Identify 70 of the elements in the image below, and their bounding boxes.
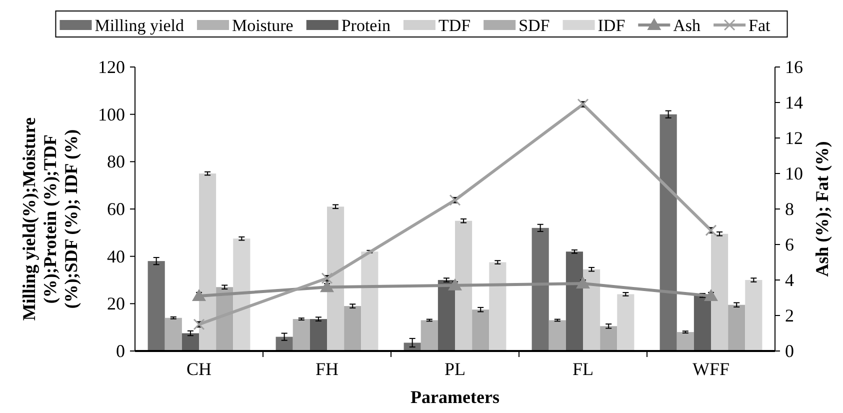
y-axis-title: Milling yield(%);Moisture (%);Protein (%);TDF (%);SDF (%); IDF (%) xyxy=(19,117,81,321)
bar xyxy=(566,252,583,351)
bar xyxy=(148,261,165,351)
point xyxy=(448,278,462,290)
bar xyxy=(617,294,634,351)
bar xyxy=(489,262,506,351)
y-tick-label: 60 xyxy=(107,199,125,219)
legend-label: TDF xyxy=(438,16,471,35)
bar xyxy=(600,326,618,351)
bar xyxy=(548,320,566,351)
legend-label: Milling yield xyxy=(94,16,184,35)
bar xyxy=(438,280,455,351)
y-tick-label: 20 xyxy=(107,294,125,314)
bar xyxy=(455,220,472,351)
bar xyxy=(233,238,250,351)
bar xyxy=(344,306,362,351)
y2-tick-label: 2 xyxy=(785,306,794,326)
bar xyxy=(676,332,694,351)
x-axis-title: Parameters xyxy=(410,387,500,407)
legend-label: IDF xyxy=(598,16,626,35)
x-tick-label: FL xyxy=(572,359,594,379)
bar xyxy=(711,234,728,351)
y-tick-label: 40 xyxy=(107,246,125,266)
y2-tick-label: 12 xyxy=(785,128,803,148)
legend-label: Moisture xyxy=(232,16,294,35)
x-tick-label: FH xyxy=(315,359,339,379)
y2-tick-label: 10 xyxy=(785,164,803,184)
y2-tick-label: 0 xyxy=(785,341,794,361)
y-tick-label: 120 xyxy=(98,57,125,77)
point xyxy=(192,288,206,301)
y2-tick-label: 14 xyxy=(785,92,803,112)
bar xyxy=(532,228,549,351)
y-tick-label: 100 xyxy=(98,104,125,124)
y2-tick-label: 4 xyxy=(785,270,794,290)
x-tick-label: PL xyxy=(444,359,466,379)
bar xyxy=(182,333,199,351)
legend-label: Protein xyxy=(341,16,391,35)
legend-label: SDF xyxy=(518,16,550,35)
bar xyxy=(660,114,677,351)
point xyxy=(576,276,590,289)
bar xyxy=(276,336,293,351)
y2-axis-title: Ash (%); Fat (%) xyxy=(812,141,832,277)
point xyxy=(705,224,717,236)
y2-tick-label: 6 xyxy=(785,234,794,254)
bar xyxy=(164,318,182,351)
y-tick-label: 0 xyxy=(116,341,125,361)
bar xyxy=(420,320,438,351)
point xyxy=(320,280,334,292)
point xyxy=(193,318,205,330)
x-tick-label: CH xyxy=(186,359,212,379)
y2-tick-label: 16 xyxy=(785,57,803,77)
bar xyxy=(745,280,762,351)
point xyxy=(449,194,461,206)
legend-label: Fat xyxy=(748,16,771,35)
point xyxy=(577,98,589,110)
bar xyxy=(583,269,600,351)
point xyxy=(321,272,333,284)
bar xyxy=(310,319,327,351)
y-tick-label: 80 xyxy=(107,152,125,172)
bar xyxy=(361,252,378,351)
bar xyxy=(472,310,490,351)
point xyxy=(704,288,718,301)
bar xyxy=(292,319,310,351)
legend-label: Ash xyxy=(673,16,702,35)
bar xyxy=(327,206,344,351)
bar xyxy=(728,304,746,351)
y2-tick-label: 8 xyxy=(785,199,794,219)
bar xyxy=(694,295,711,351)
x-tick-label: WFF xyxy=(692,359,730,379)
bar xyxy=(199,174,216,351)
